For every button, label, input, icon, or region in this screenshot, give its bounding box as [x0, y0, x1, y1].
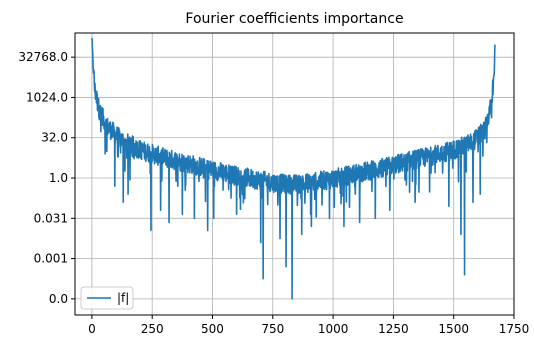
x-tick-label: 1500 [438, 322, 469, 336]
x-tick-label: 750 [261, 322, 284, 336]
x-tick-label: 1750 [499, 322, 530, 336]
y-tick-label: 1.0 [49, 171, 68, 185]
y-tick-label: 0.0 [49, 292, 68, 306]
y-tick-label: 32.0 [41, 131, 68, 145]
y-tick-label: 32768.0 [18, 50, 68, 64]
x-tick-label: 1000 [318, 322, 349, 336]
x-tick-label: 500 [201, 322, 224, 336]
x-axis-ticks: 0 250 500 750 1000 1250 1500 1750 [88, 315, 529, 336]
y-tick-label: 0.001 [34, 252, 68, 266]
legend-label: |f| [117, 291, 129, 305]
chart-title: Fourier coefficients importance [185, 11, 403, 27]
series-line [91, 38, 496, 300]
x-tick-label: 0 [88, 322, 96, 336]
series-layer [91, 38, 496, 300]
y-tick-label: 1024.0 [26, 90, 68, 104]
y-axis-ticks: 0.0 0.001 0.031 1.0 32.0 1024.0 32768.0 [18, 50, 75, 306]
y-tick-label: 0.031 [34, 211, 68, 225]
x-tick-label: 250 [141, 322, 164, 336]
legend: |f| [80, 286, 134, 310]
plot-frame [74, 32, 515, 316]
x-tick-label: 1250 [378, 322, 409, 336]
